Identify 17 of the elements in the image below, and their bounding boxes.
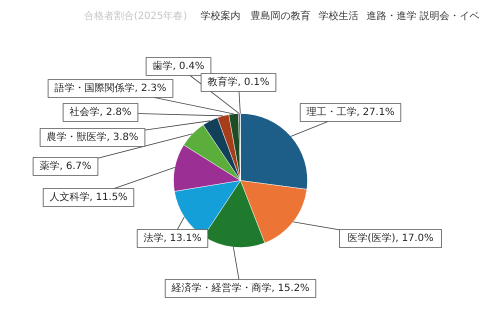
chart-title: 合格者割合(2025年春) [84, 10, 188, 22]
text: 進路・進学 [366, 10, 416, 22]
slice-label: 人文科学, 11.5% [49, 191, 128, 203]
text: 説明会・イベ [420, 10, 480, 22]
text: 豊島岡の教育 [250, 10, 310, 22]
slice-label: 農学・獣医学, 3.8% [46, 131, 138, 143]
slice-label: 社会学, 2.8% [70, 106, 132, 118]
slice-label: 法学, 13.1% [143, 232, 202, 244]
slice-label: 歯学, 0.4% [152, 60, 204, 72]
slice-label: 教育学, 0.1% [208, 76, 270, 88]
slice-label: 医学(医学), 17.0% [348, 232, 434, 244]
text: 学校生活 [318, 10, 358, 22]
text: 学校案内 [200, 10, 240, 22]
slice-label: 薬学, 6.7% [40, 160, 92, 172]
slice-label: 理工・工学, 27.1% [306, 106, 395, 118]
slice-label: 語学・国際関係学, 2.3% [54, 82, 166, 94]
slice-label: 経済学・経営学・商学, 15.2% [170, 282, 310, 294]
